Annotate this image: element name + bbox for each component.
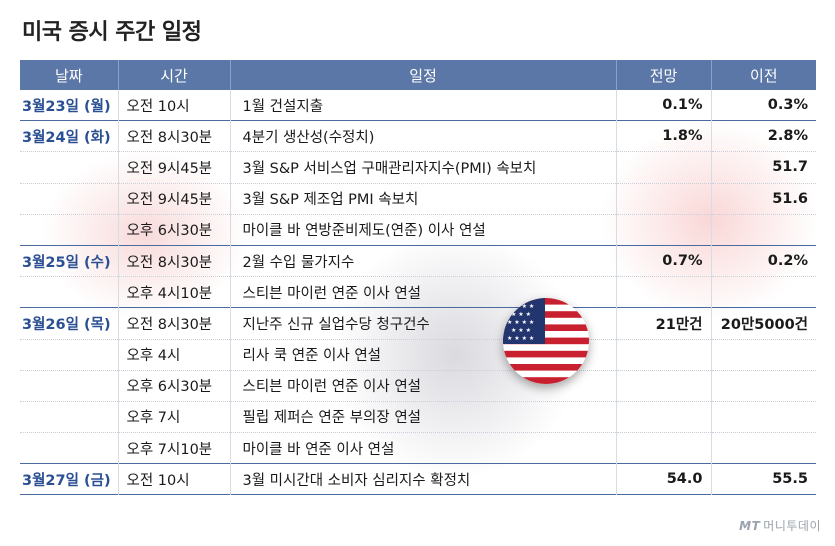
logo-name: 머니투데이 bbox=[763, 519, 821, 533]
forecast-cell: 54.0 bbox=[615, 463, 711, 495]
forecast-cell bbox=[615, 370, 711, 402]
previous-cell bbox=[710, 432, 816, 464]
forecast-cell bbox=[615, 151, 711, 184]
event-cell: 3월 S&P 서비스업 구매관리자지수(PMI) 속보치 bbox=[229, 151, 616, 184]
brand-logo: MT 머니투데이 bbox=[739, 517, 821, 534]
previous-cell bbox=[710, 276, 816, 308]
date-cell: 3월24일 (화) bbox=[22, 129, 111, 146]
event-cell: 마이클 바 연방준비제도(연준) 이사 연설 bbox=[229, 214, 616, 246]
date-cell bbox=[20, 183, 118, 214]
forecast-cell: 21만건 bbox=[615, 307, 711, 339]
table-row: 오후 6시30분 스티븐 마이런 연준 이사 연설 bbox=[20, 370, 816, 402]
previous-cell: 2.8% bbox=[710, 120, 816, 152]
table-row: 3월23일 (월) 오전 10시 1월 건설지출 0.1% 0.3% bbox=[20, 90, 816, 121]
date-cell bbox=[20, 214, 118, 245]
event-cell: 3월 S&P 제조업 PMI 속보치 bbox=[229, 183, 616, 215]
forecast-cell bbox=[615, 401, 711, 433]
svg-text:★ ★ ★ ★: ★ ★ ★ ★ bbox=[507, 303, 534, 310]
schedule-table: 날짜 시간 일정 전망 이전 3월23일 (월) 오전 10시 1월 건설지출 0.1… bbox=[20, 60, 816, 495]
date-cell bbox=[20, 152, 118, 183]
us-flag-icon: ★ ★ ★ ★ ★ ★ ★ ★ ★ ★ ★ ★ ★ ★ ★ ★ ★ ★ bbox=[503, 298, 589, 384]
event-cell: 1월 건설지출 bbox=[229, 90, 616, 121]
forecast-cell bbox=[615, 432, 711, 464]
event-cell: 2월 수입 물가지수 bbox=[229, 245, 616, 277]
forecast-cell: 0.7% bbox=[615, 245, 711, 277]
time-cell: 오전 8시30분 bbox=[117, 245, 230, 277]
previous-cell bbox=[710, 339, 816, 371]
previous-cell: 51.7 bbox=[710, 151, 816, 184]
table-row: 오후 6시30분 마이클 바 연방준비제도(연준) 이사 연설 bbox=[20, 214, 816, 246]
table-row: 3월25일 (수) 오전 8시30분 2월 수입 물가지수 0.7% 0.2% bbox=[20, 245, 816, 277]
forecast-cell bbox=[615, 276, 711, 308]
date-cell: 3월25일 (수) bbox=[22, 254, 111, 271]
date-cell bbox=[20, 339, 118, 370]
header-date: 날짜 bbox=[20, 60, 119, 90]
time-cell: 오전 8시30분 bbox=[117, 307, 230, 339]
event-cell: 마이클 바 연준 이사 연설 bbox=[229, 432, 616, 464]
event-cell: 4분기 생산성(수정치) bbox=[229, 120, 616, 152]
date-cell: 3월23일 (월) bbox=[22, 98, 111, 115]
previous-cell: 55.5 bbox=[710, 463, 816, 495]
table-row: 오후 4시10분 스티븐 마이런 연준 이사 연설 bbox=[20, 276, 816, 308]
previous-cell bbox=[710, 401, 816, 433]
table-row: 3월24일 (화) 오전 8시30분 4분기 생산성(수정치) 1.8% 2.8% bbox=[20, 120, 816, 152]
previous-cell bbox=[710, 370, 816, 402]
previous-cell: 0.2% bbox=[710, 245, 816, 277]
table-row: 3월26일 (목) 오전 8시30분 지난주 신규 실업수당 청구건수 21만건 20만… bbox=[20, 307, 816, 339]
time-cell: 오후 4시 bbox=[117, 339, 230, 371]
table-row: 3월27일 (금) 오전 10시 3월 미시간대 소비자 심리지수 확정치 54.0 5… bbox=[20, 463, 816, 495]
table-row: 오후 7시 필립 제퍼슨 연준 부의장 연설 bbox=[20, 401, 816, 433]
time-cell: 오후 6시30분 bbox=[117, 214, 230, 246]
table-row: 오후 7시10분 마이클 바 연준 이사 연설 bbox=[20, 432, 816, 464]
previous-cell: 0.3% bbox=[710, 90, 816, 121]
event-cell: 3월 미시간대 소비자 심리지수 확정치 bbox=[229, 463, 616, 495]
logo-mark: MT bbox=[739, 519, 761, 533]
forecast-cell bbox=[615, 183, 711, 215]
time-cell: 오전 10시 bbox=[117, 90, 230, 121]
table-row: 오후 4시 리사 쿡 연준 이사 연설 bbox=[20, 339, 816, 371]
forecast-cell: 1.8% bbox=[615, 120, 711, 152]
date-cell bbox=[20, 401, 118, 432]
forecast-cell bbox=[615, 214, 711, 246]
previous-cell bbox=[710, 214, 816, 246]
time-cell: 오후 7시 bbox=[117, 401, 230, 433]
forecast-cell: 0.1% bbox=[615, 90, 711, 121]
time-cell: 오후 7시10분 bbox=[117, 432, 230, 464]
previous-cell: 20만5000건 bbox=[710, 307, 816, 339]
svg-text:★ ★ ★: ★ ★ ★ bbox=[511, 327, 531, 334]
event-cell: 필립 제퍼슨 연준 부의장 연설 bbox=[229, 401, 616, 433]
time-cell: 오전 10시 bbox=[117, 463, 230, 495]
header-previous: 이전 bbox=[711, 60, 816, 90]
header-time: 시간 bbox=[118, 60, 231, 90]
date-cell bbox=[20, 277, 118, 308]
date-cell: 3월27일 (금) bbox=[22, 472, 111, 489]
forecast-cell bbox=[615, 339, 711, 371]
table-header: 날짜 시간 일정 전망 이전 bbox=[20, 60, 816, 90]
page-title: 미국 증시 주간 일정 bbox=[22, 20, 202, 45]
table-row: 오전 9시45분 3월 S&P 서비스업 구매관리자지수(PMI) 속보치 51.7 bbox=[20, 151, 816, 184]
time-cell: 오전 9시45분 bbox=[117, 151, 230, 184]
svg-text:★ ★ ★ ★: ★ ★ ★ ★ bbox=[507, 319, 534, 326]
date-cell: 3월26일 (목) bbox=[22, 316, 111, 333]
time-cell: 오전 9시45분 bbox=[117, 183, 230, 215]
previous-cell: 51.6 bbox=[710, 183, 816, 215]
svg-text:★ ★ ★ ★: ★ ★ ★ ★ bbox=[507, 335, 534, 342]
time-cell: 오후 6시30분 bbox=[117, 370, 230, 402]
date-cell bbox=[20, 370, 118, 401]
header-forecast: 전망 bbox=[616, 60, 712, 90]
header-event: 일정 bbox=[230, 60, 617, 90]
time-cell: 오후 4시10분 bbox=[117, 276, 230, 308]
date-cell bbox=[20, 433, 118, 464]
time-cell: 오전 8시30분 bbox=[117, 120, 230, 152]
table-row: 오전 9시45분 3월 S&P 제조업 PMI 속보치 51.6 bbox=[20, 183, 816, 215]
svg-text:★ ★ ★: ★ ★ ★ bbox=[511, 311, 531, 318]
